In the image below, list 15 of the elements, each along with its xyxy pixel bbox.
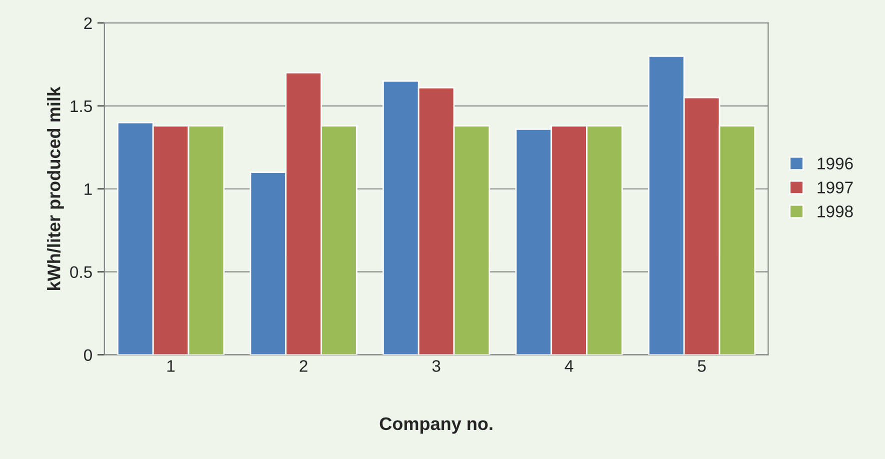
x-tick-label: 4 <box>564 360 574 372</box>
x-tick-label: 2 <box>300 360 308 372</box>
x-tick-label: 3 <box>432 360 440 372</box>
x-tick-label: 5 <box>698 360 706 372</box>
legend-label: 1997 <box>818 182 853 194</box>
legend-label: 1998 <box>818 206 853 218</box>
y-tick-label: 1.5 <box>70 100 92 112</box>
legend-label: 1996 <box>818 158 853 170</box>
y-tick-label: 2 <box>84 17 92 29</box>
y-axis-title: kWh/liter produced milk <box>47 86 64 290</box>
y-tick-label: 1 <box>84 183 92 195</box>
y-tick-label: 0 <box>84 349 92 362</box>
x-tick-label: 1 <box>167 360 175 372</box>
x-axis-title: Company no. <box>380 417 492 434</box>
y-tick-label: 0.5 <box>70 266 92 278</box>
